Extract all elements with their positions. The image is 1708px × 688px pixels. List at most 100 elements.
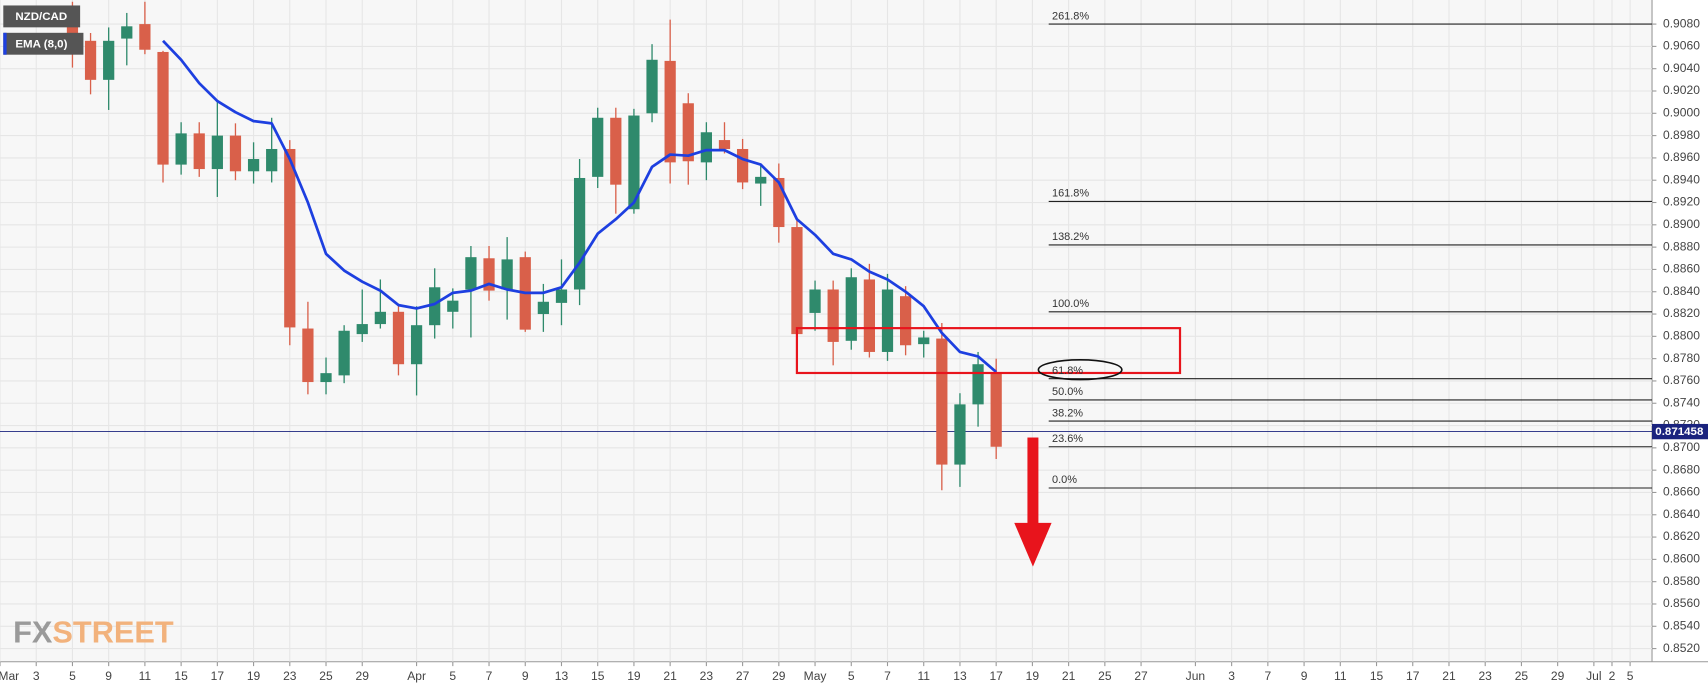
- y-tick-label: 0.8840: [1663, 284, 1700, 298]
- y-tick-label: 0.9000: [1663, 106, 1700, 120]
- y-tick-label: 0.8980: [1663, 128, 1700, 142]
- candle-body: [157, 51, 169, 165]
- candle-body: [392, 311, 405, 365]
- y-tick-label: 0.8680: [1663, 462, 1700, 476]
- candle-body: [139, 24, 151, 50]
- candle-body: [573, 177, 586, 290]
- y-tick-label: 0.8900: [1663, 217, 1700, 231]
- grid-layer: [0, 0, 1657, 667]
- y-tick-label: 0.8560: [1663, 596, 1700, 610]
- fib-label: 161.8%: [1052, 188, 1089, 200]
- candle-body: [592, 117, 604, 177]
- x-tick-label: 9: [105, 669, 112, 683]
- y-tick-label: 0.8620: [1663, 529, 1700, 543]
- candle-body: [773, 177, 785, 228]
- candle-body: [809, 289, 821, 313]
- x-tick-label: 2: [1609, 669, 1616, 683]
- x-tick-label: 19: [627, 669, 641, 683]
- y-tick-label: 0.8740: [1663, 395, 1700, 409]
- candle-body: [429, 287, 441, 326]
- plot-area: [0, 0, 1652, 662]
- candle-body: [211, 135, 223, 170]
- candle-body: [881, 289, 894, 352]
- y-tick-label: 0.8780: [1663, 351, 1700, 365]
- x-tick-label: 27: [736, 669, 750, 683]
- y-tick-label: 0.8700: [1663, 440, 1700, 454]
- fib-label: 100.0%: [1052, 298, 1089, 310]
- x-tick-label: 13: [555, 669, 569, 683]
- y-tick-label: 0.8640: [1663, 507, 1700, 521]
- candle-body: [356, 324, 368, 335]
- candle-body: [718, 140, 731, 149]
- candle-body: [628, 115, 640, 210]
- x-tick-label: 7: [486, 669, 493, 683]
- y-tick-label: 0.8760: [1663, 373, 1700, 387]
- x-tick-label: 3: [1228, 669, 1235, 683]
- x-tick-label: 15: [174, 669, 188, 683]
- y-tick-label: 0.8520: [1663, 641, 1700, 655]
- y-tick-label: 0.9080: [1663, 16, 1700, 30]
- x-tick-label: 27: [1134, 669, 1148, 683]
- fib-label: 0.0%: [1052, 474, 1077, 486]
- x-tick-label: 3: [33, 669, 40, 683]
- x-tick-label: 23: [283, 669, 297, 683]
- watermark: FXSTREET: [13, 615, 174, 650]
- fib-label: 138.2%: [1052, 231, 1089, 243]
- candle-body: [646, 59, 658, 114]
- legend-box: [3, 5, 81, 28]
- x-tick-label: 19: [247, 669, 261, 683]
- candle-body: [610, 117, 622, 185]
- candle-body: [320, 373, 332, 383]
- candle-body: [302, 328, 314, 383]
- candle-body: [483, 258, 495, 291]
- candle-body: [447, 300, 459, 312]
- candle-body: [899, 296, 912, 346]
- candle-body: [827, 289, 839, 342]
- x-tick-label: 15: [1370, 669, 1384, 683]
- x-tick-label: 15: [591, 669, 605, 683]
- y-tick-label: 0.8880: [1663, 239, 1700, 253]
- candle-body: [266, 148, 278, 172]
- fib-label: 261.8%: [1052, 10, 1089, 22]
- candle-body: [755, 176, 767, 184]
- legend-ema: EMA (8,0): [15, 38, 67, 50]
- candle-body: [175, 133, 187, 165]
- legend-swatch: [3, 32, 7, 55]
- y-tick-label: 0.8540: [1663, 618, 1700, 632]
- candle-body: [229, 135, 242, 172]
- x-tick-label: 29: [1551, 669, 1565, 683]
- candle-body: [845, 277, 857, 341]
- ema-line: [162, 39, 998, 374]
- candle-body: [936, 338, 948, 465]
- candle-body: [103, 40, 115, 80]
- x-tick-label: 29: [356, 669, 370, 683]
- arrow-shaft: [1027, 437, 1039, 526]
- y-tick-label: 0.8960: [1663, 150, 1700, 164]
- x-tick-label: Apr: [407, 669, 426, 683]
- x-tick-label: Jul: [1586, 669, 1601, 683]
- y-tick-label: 0.8820: [1663, 306, 1700, 320]
- fib-label: 61.8%: [1052, 365, 1083, 377]
- x-tick-label: 7: [1264, 669, 1271, 683]
- x-tick-label: 21: [1062, 669, 1076, 683]
- candle-body: [193, 133, 205, 170]
- fib-label: 50.0%: [1052, 386, 1083, 398]
- y-tick-label: 0.8600: [1663, 552, 1700, 566]
- watermark-prefix: FX: [13, 615, 53, 650]
- last-price-label: 0.871458: [1655, 426, 1704, 438]
- candle-body: [537, 301, 549, 315]
- candle-body: [664, 60, 676, 163]
- x-tick-label: 17: [989, 669, 1003, 683]
- candle-body: [863, 279, 876, 352]
- y-tick-label: 0.8580: [1663, 574, 1700, 588]
- candle-body: [918, 337, 930, 345]
- x-tick-label: 5: [69, 669, 76, 683]
- x-tick-label: May: [804, 669, 827, 683]
- candle-body: [121, 26, 133, 39]
- x-tick-label: 25: [319, 669, 333, 683]
- candle-body: [66, 16, 79, 39]
- x-tick-label: 23: [700, 669, 714, 683]
- fib-label: 38.2%: [1052, 407, 1083, 419]
